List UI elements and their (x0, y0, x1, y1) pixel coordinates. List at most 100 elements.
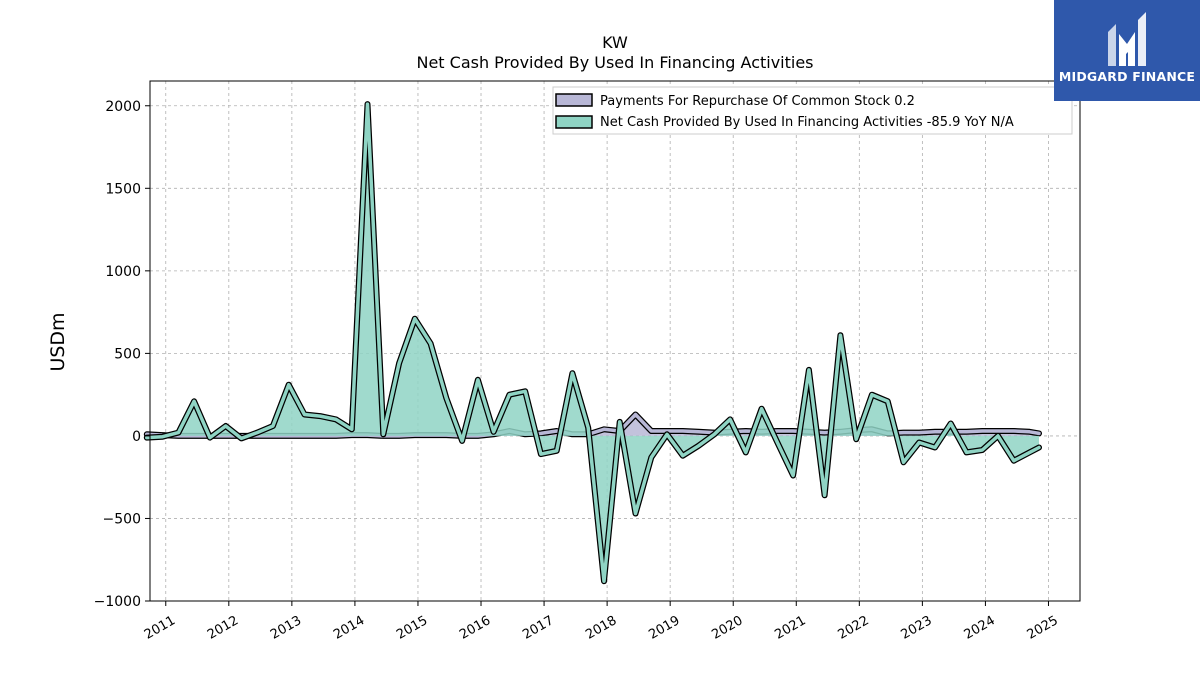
series-area-financing (146, 104, 1040, 582)
data-point-repurchase (1013, 430, 1015, 432)
data-point-financing (193, 400, 195, 402)
data-point-financing (540, 453, 542, 455)
data-point-repurchase (650, 430, 652, 432)
data-point-financing (414, 318, 416, 320)
data-point-financing (477, 379, 479, 381)
data-point-repurchase (776, 430, 779, 432)
data-point-financing (603, 580, 605, 582)
data-point-financing (256, 432, 258, 434)
y-tick-label: −500 (103, 511, 141, 527)
data-point-financing (824, 494, 826, 496)
data-point-financing (934, 446, 936, 449)
chart-subtitle: Net Cash Provided By Used In Financing A… (416, 53, 813, 72)
data-point-financing (177, 432, 179, 434)
data-point-financing (571, 372, 574, 374)
data-point-financing (619, 421, 621, 423)
data-point-financing (225, 425, 227, 427)
data-point-financing (839, 334, 842, 336)
data-point-financing (209, 437, 211, 439)
data-point-financing (272, 425, 274, 427)
data-point-financing (1038, 446, 1040, 449)
legend-box (552, 86, 1073, 135)
y-tick-label: 1000 (105, 264, 141, 280)
y-tick-label: −1000 (94, 594, 141, 610)
y-tick-label: 500 (114, 346, 141, 362)
legend-swatch-financing (555, 115, 593, 129)
data-point-repurchase (682, 430, 684, 432)
data-point-financing (997, 435, 999, 437)
data-point-financing (335, 418, 337, 420)
series-line-financing (145, 102, 1041, 583)
data-point-repurchase (556, 430, 558, 432)
x-tick-label: 2012 (205, 613, 241, 643)
data-point-financing (682, 455, 684, 457)
data-point-financing (965, 451, 968, 453)
data-point-repurchase (918, 432, 920, 434)
data-point-financing (303, 413, 306, 416)
x-tick-label: 2025 (1025, 613, 1061, 643)
data-point-repurchase (1029, 431, 1031, 433)
data-point-financing (351, 428, 353, 430)
x-tick-label: 2019 (646, 613, 682, 643)
x-tick-label: 2014 (331, 613, 367, 643)
data-point-financing (761, 408, 763, 410)
data-point-financing (981, 449, 983, 451)
data-point-financing (1013, 460, 1015, 462)
data-point-financing (1029, 451, 1031, 453)
midgard-m-logo-icon (1108, 12, 1146, 66)
data-point-financing (950, 422, 952, 425)
data-point-financing (745, 451, 747, 453)
x-tick-label: 2017 (520, 613, 556, 643)
data-point-financing (162, 436, 164, 438)
data-point-financing (556, 450, 558, 452)
legend-label-financing: Net Cash Provided By Used In Financing A… (600, 115, 1014, 130)
legend: Payments For Repurchase Of Common Stock … (552, 86, 1073, 135)
data-point-financing (366, 103, 369, 105)
data-point-financing (587, 427, 589, 429)
data-point-financing (382, 433, 384, 435)
data-point-financing (666, 433, 668, 435)
data-point-financing (855, 438, 857, 440)
x-tick-label: 2024 (962, 613, 998, 643)
chart-title: KW (602, 33, 628, 52)
x-tick-label: 2021 (772, 613, 808, 643)
data-point-financing (713, 433, 715, 435)
data-point-financing (918, 441, 920, 444)
y-axis-label: USDm (47, 312, 69, 371)
data-point-repurchase (745, 430, 747, 432)
y-tick-label: 1500 (105, 181, 141, 197)
data-point-financing (729, 418, 731, 420)
y-axis-ticks: −1000 −500 0 500 1000 1500 2000 (94, 99, 150, 610)
data-point-financing (445, 397, 447, 399)
series-outline-financing (143, 101, 1042, 585)
x-tick-label: 2013 (268, 613, 304, 643)
data-point-financing (493, 431, 495, 433)
x-tick-label: 2015 (394, 613, 430, 643)
x-tick-label: 2020 (709, 613, 745, 643)
data-point-financing (776, 441, 779, 444)
data-point-repurchase (965, 431, 968, 433)
data-point-financing (461, 440, 463, 442)
y-tick-label: 0 (132, 429, 141, 445)
data-point-repurchase (634, 413, 637, 416)
data-point-repurchase (902, 432, 905, 434)
brand-logo: MIDGARD FINANCE (1054, 0, 1200, 101)
plot-frame (149, 80, 1081, 602)
legend-swatch-repurchase (555, 93, 593, 107)
series-layer (143, 101, 1042, 585)
data-point-financing (634, 512, 637, 515)
x-tick-label: 2011 (142, 613, 178, 643)
data-point-financing (508, 394, 510, 396)
data-point-financing (398, 362, 400, 364)
x-axis-ticks: 2011 2012 2013 2014 2015 2016 2017 2018 2019 2020… (142, 601, 1061, 643)
data-point-repurchase (934, 431, 936, 433)
data-point-repurchase (1038, 432, 1040, 434)
legend-label-repurchase: Payments For Repurchase Of Common Stock … (600, 94, 915, 109)
data-point-financing (808, 369, 810, 371)
data-point-financing (524, 390, 526, 392)
data-point-repurchase (792, 430, 794, 432)
data-point-financing (792, 474, 794, 477)
x-tick-label: 2016 (457, 613, 493, 643)
data-point-financing (319, 415, 321, 417)
x-tick-label: 2018 (583, 613, 619, 643)
